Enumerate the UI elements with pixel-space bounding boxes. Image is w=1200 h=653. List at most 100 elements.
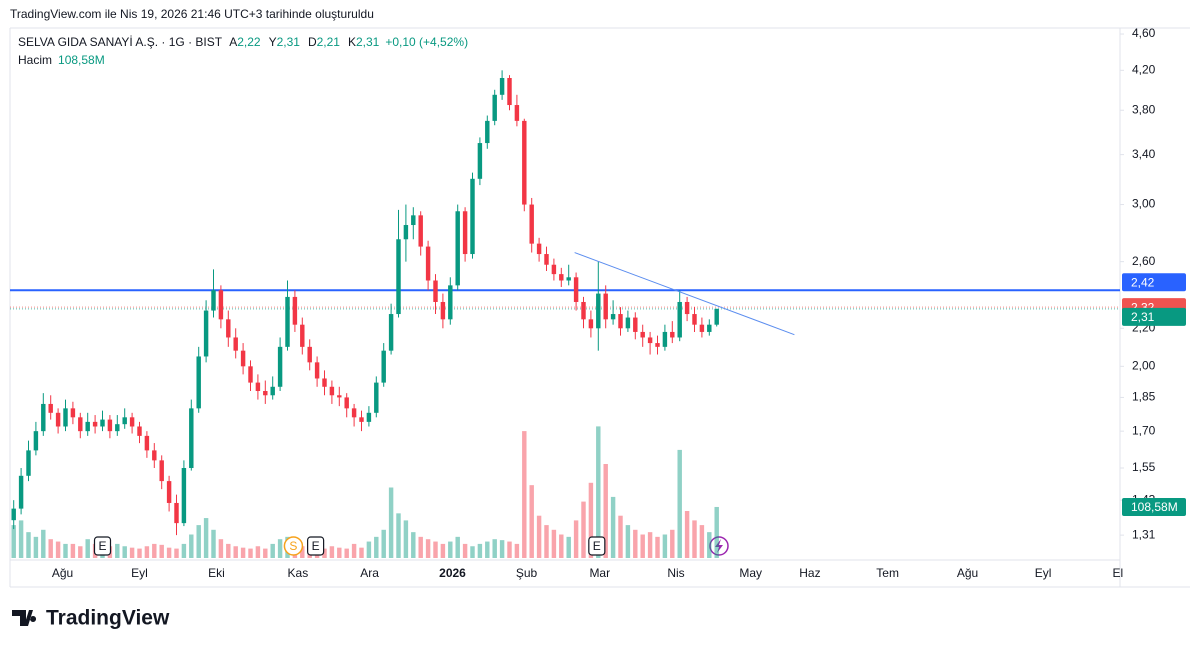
candle-body xyxy=(640,331,645,338)
candle-body xyxy=(588,319,594,329)
candle-body xyxy=(581,301,586,320)
volume-bar xyxy=(684,511,690,558)
x-tick-label: Kas xyxy=(288,566,309,580)
y-tick-label: 3,00 xyxy=(1132,197,1156,211)
candle-body xyxy=(529,204,534,244)
candle-body xyxy=(144,435,150,451)
candle-body xyxy=(670,331,675,338)
y-tick-label: 4,20 xyxy=(1132,62,1156,76)
y-tick-label: 3,40 xyxy=(1132,147,1156,161)
x-tick-label: May xyxy=(739,566,762,580)
x-tick-label: Ağu xyxy=(52,566,73,580)
candle-body xyxy=(189,408,194,469)
candle-body xyxy=(100,419,105,427)
candles xyxy=(11,70,719,536)
volume-bar xyxy=(448,541,453,558)
candle-body xyxy=(277,346,283,387)
volume-bar xyxy=(240,547,246,558)
volume-bar xyxy=(381,529,386,558)
x-tick-label: Mar xyxy=(589,566,610,580)
volume-bar xyxy=(507,541,512,558)
candle-body xyxy=(684,301,690,315)
volume-bar xyxy=(322,548,327,558)
x-tick-label: 2026 xyxy=(439,566,466,580)
candle-body xyxy=(152,450,157,461)
volume-bar xyxy=(122,546,127,558)
volume-bar xyxy=(559,534,564,558)
candle-body xyxy=(270,386,275,396)
candle-body xyxy=(233,337,238,351)
volume-bar xyxy=(18,520,24,558)
candle-body xyxy=(322,378,327,387)
candle-body xyxy=(714,308,719,325)
volume-bar xyxy=(337,547,342,558)
candle-body xyxy=(522,120,527,205)
volume-bar xyxy=(226,543,231,558)
watermark: TradingView.com ile Nis 19, 2026 21:46 U… xyxy=(10,7,374,21)
candle-body xyxy=(344,397,349,409)
candle-body xyxy=(596,293,601,329)
volume-bar xyxy=(492,539,497,558)
volume-bar xyxy=(85,539,90,558)
candle-body xyxy=(85,421,90,432)
candle-body xyxy=(337,395,342,398)
candle-body xyxy=(374,382,379,413)
legend-line: SELVA GIDA SANAYİ A.Ş. · 1G · BIST A2,22 Y… xyxy=(18,35,468,49)
volume-bar xyxy=(166,547,172,558)
candle-body xyxy=(573,277,579,302)
volume-bar xyxy=(536,515,542,558)
candle-body xyxy=(18,475,24,509)
candle-body xyxy=(196,356,201,409)
candle-body xyxy=(248,366,253,383)
volume-bar xyxy=(462,543,468,558)
volume-bar xyxy=(640,534,645,558)
volume-bar xyxy=(588,482,594,558)
candle-body xyxy=(536,243,542,255)
volume-bars xyxy=(11,426,719,558)
candle-body xyxy=(692,314,697,325)
volume-bar xyxy=(374,536,379,558)
candle-body xyxy=(115,424,120,432)
x-tick-label: Nis xyxy=(667,566,684,580)
volume-bar xyxy=(189,534,194,558)
volume-bar xyxy=(218,539,224,558)
volume-bar xyxy=(196,525,201,558)
candle-body xyxy=(55,412,61,427)
candle-body xyxy=(707,324,712,332)
candle-body xyxy=(300,324,305,347)
volume-bar xyxy=(137,548,142,558)
volume-bar xyxy=(11,525,16,558)
volume-bar xyxy=(388,487,394,558)
volume-bar xyxy=(677,449,682,558)
candle-body xyxy=(166,481,172,503)
volume-bar xyxy=(129,547,135,558)
candle-body xyxy=(381,350,386,383)
event-marker xyxy=(283,536,304,556)
candle-body xyxy=(455,211,460,286)
volume-bar xyxy=(551,529,557,558)
price-label-box xyxy=(1122,497,1186,516)
candle-body xyxy=(218,290,224,320)
volume-bar xyxy=(48,539,53,558)
candle-body xyxy=(433,280,438,302)
price-label: 108,58M xyxy=(1131,500,1178,514)
volume-bar xyxy=(662,534,668,558)
legend-item: 2,22 xyxy=(237,35,261,49)
event-marker xyxy=(93,536,112,556)
x-tick-label: Tem xyxy=(876,566,899,580)
volume-bar xyxy=(581,501,586,558)
legend-item: 2,21 xyxy=(317,35,341,49)
volume-bar xyxy=(181,543,187,558)
volume-bar xyxy=(359,547,364,558)
y-tick-label: 1,70 xyxy=(1132,423,1156,437)
candle-body xyxy=(92,421,98,427)
event-marker xyxy=(588,536,606,556)
candle-body xyxy=(292,296,298,325)
volume-bar xyxy=(470,546,475,558)
logo-icon xyxy=(12,610,37,626)
volume-bar xyxy=(514,543,520,558)
volume-bar xyxy=(699,525,705,558)
candle-body xyxy=(211,290,216,311)
candle-body xyxy=(396,239,401,315)
volume-bar xyxy=(255,546,261,558)
